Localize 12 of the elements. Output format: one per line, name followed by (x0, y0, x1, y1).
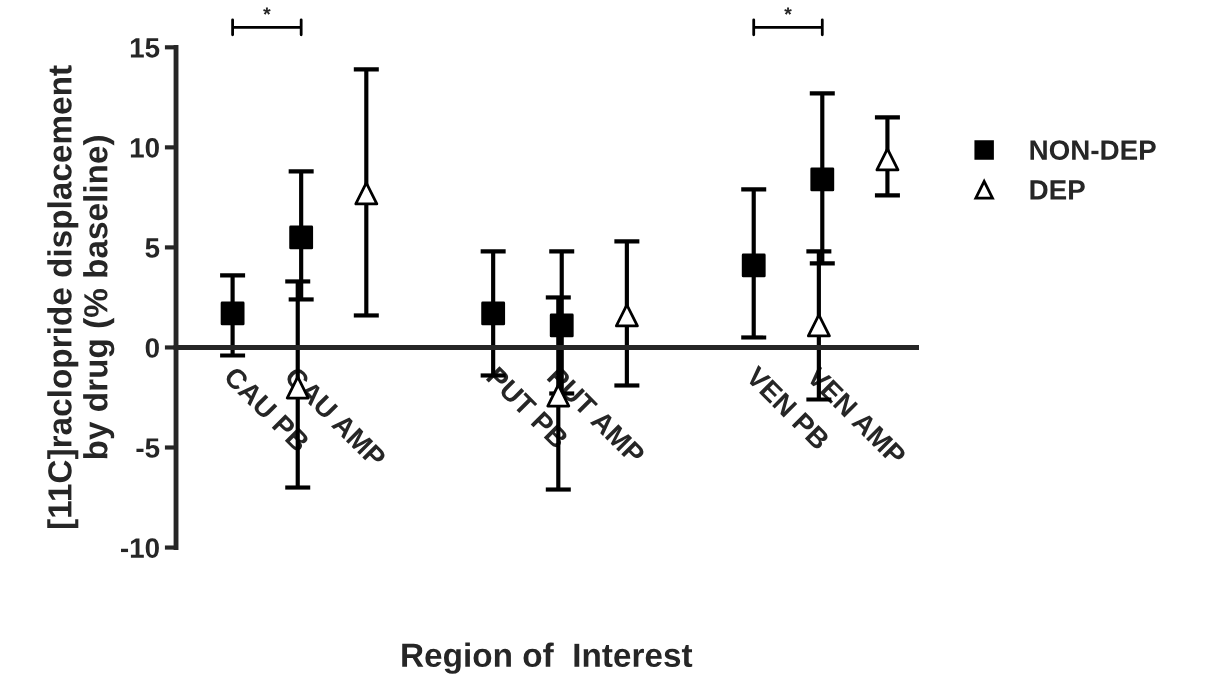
text: * (263, 7, 271, 15)
y-tick-label: 10 (130, 138, 159, 158)
y-tick-label: 15 (130, 38, 160, 58)
legend-label: DEP (1030, 180, 1085, 200)
y-axis-title: [11C]raclopride displacement by drug (% baseline) (47, 65, 115, 529)
text: * (784, 7, 792, 15)
y-tick-label: 5 (145, 238, 160, 258)
legend-label: NON-DEP (1030, 140, 1156, 160)
x-axis-title: Region of Interest (402, 642, 693, 674)
y-tick-label: -5 (136, 438, 160, 458)
y-tick-label: 0 (145, 338, 159, 358)
y-tick-label: -10 (121, 538, 159, 558)
